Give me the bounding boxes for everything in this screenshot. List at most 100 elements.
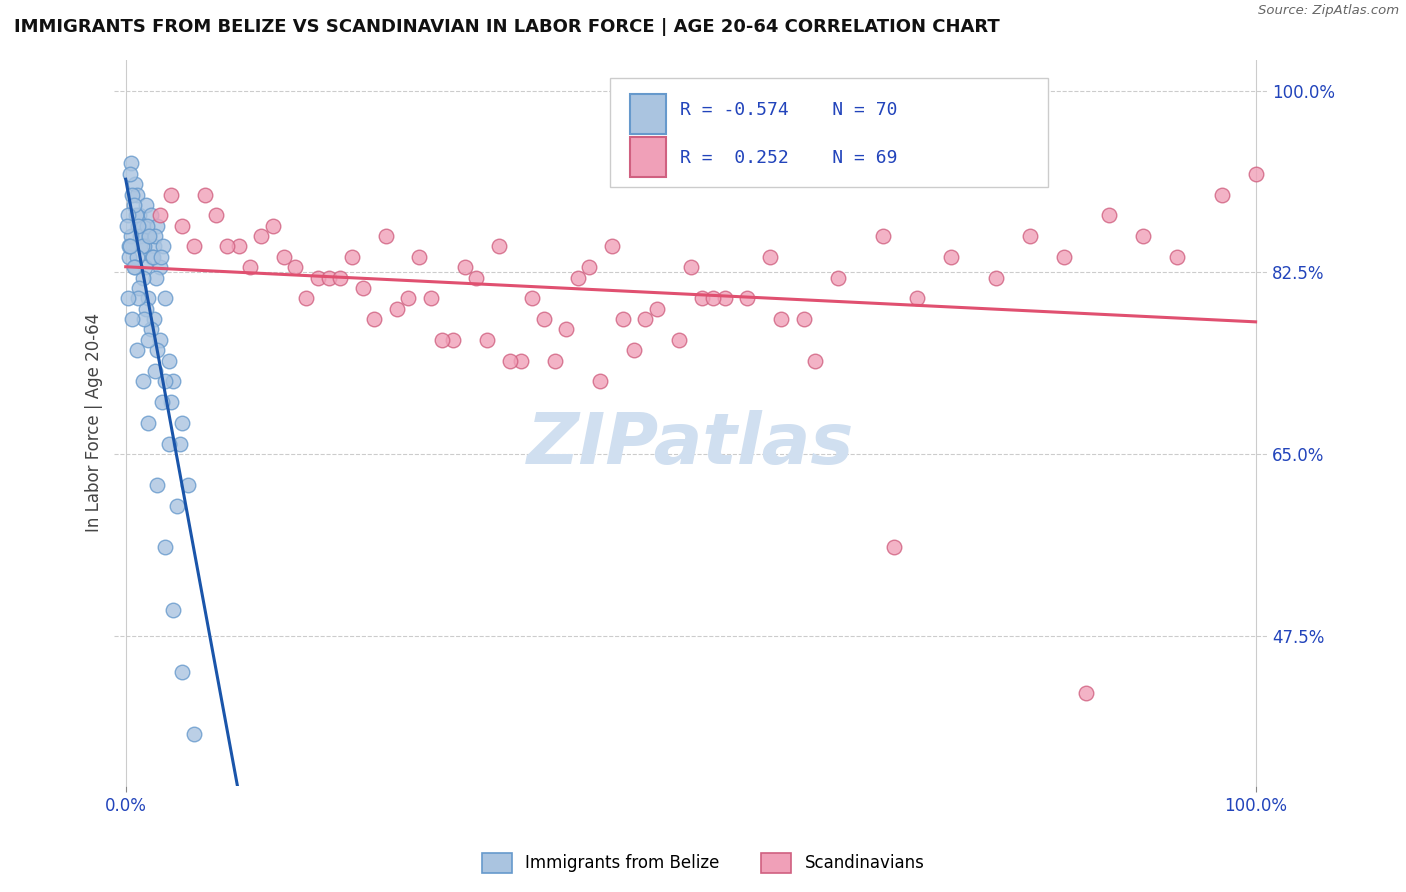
Point	[194, 187, 217, 202]
Point	[1132, 229, 1154, 244]
Point	[1211, 187, 1233, 202]
Point	[132, 312, 155, 326]
Point	[122, 198, 145, 212]
Point	[408, 250, 430, 264]
Point	[340, 250, 363, 264]
Point	[136, 219, 159, 233]
Point	[555, 322, 578, 336]
Point	[522, 291, 544, 305]
Point	[143, 229, 166, 244]
Point	[155, 291, 177, 305]
Point	[146, 343, 169, 358]
Point	[600, 239, 623, 253]
Point	[157, 353, 180, 368]
Point	[162, 603, 184, 617]
Point	[155, 375, 177, 389]
Point	[125, 187, 148, 202]
Point	[488, 239, 510, 253]
Text: R = -0.574    N = 70: R = -0.574 N = 70	[681, 102, 898, 120]
Point	[135, 198, 157, 212]
Point	[183, 727, 205, 741]
Point	[162, 375, 184, 389]
Point	[143, 312, 166, 326]
Point	[118, 250, 141, 264]
Point	[131, 239, 153, 253]
Point	[827, 270, 849, 285]
Point	[149, 208, 172, 222]
Point	[172, 665, 194, 679]
Point	[295, 291, 318, 305]
Point	[217, 239, 239, 253]
Point	[136, 229, 159, 244]
Point	[169, 436, 191, 450]
Point	[352, 281, 374, 295]
Point	[128, 208, 150, 222]
Point	[157, 436, 180, 450]
Point	[318, 270, 340, 285]
Point	[134, 260, 156, 275]
Point	[136, 416, 159, 430]
Point	[453, 260, 475, 275]
Point	[419, 291, 441, 305]
Point	[1098, 208, 1121, 222]
Point	[136, 333, 159, 347]
Point	[804, 353, 827, 368]
Point	[205, 208, 228, 222]
Point	[589, 375, 612, 389]
Point	[139, 322, 162, 336]
Point	[121, 187, 143, 202]
Point	[146, 478, 169, 492]
Point	[273, 250, 295, 264]
Point	[374, 229, 396, 244]
Point	[307, 270, 329, 285]
Point	[127, 219, 149, 233]
Point	[250, 229, 273, 244]
Point	[984, 270, 1007, 285]
Point	[262, 219, 284, 233]
Point	[905, 291, 928, 305]
Point	[125, 250, 148, 264]
Point	[430, 333, 453, 347]
Point	[143, 239, 166, 253]
Point	[510, 353, 533, 368]
Point	[612, 312, 634, 326]
Text: ZIPatlas: ZIPatlas	[527, 410, 855, 479]
Point	[228, 239, 250, 253]
Point	[131, 219, 153, 233]
Point	[465, 270, 488, 285]
Point	[166, 499, 188, 513]
Point	[702, 291, 724, 305]
Point	[120, 239, 142, 253]
Point	[578, 260, 600, 275]
Point	[239, 260, 262, 275]
Point	[117, 291, 139, 305]
Point	[135, 301, 157, 316]
Point	[117, 208, 139, 222]
Point	[1074, 686, 1097, 700]
Point	[385, 301, 408, 316]
Text: R =  0.252    N = 69: R = 0.252 N = 69	[681, 149, 898, 167]
Point	[141, 250, 163, 264]
Point	[172, 416, 194, 430]
Point	[149, 250, 172, 264]
Point	[118, 239, 141, 253]
Point	[177, 478, 200, 492]
Point	[122, 260, 145, 275]
Point	[939, 250, 962, 264]
Point	[155, 541, 177, 555]
Point	[363, 312, 385, 326]
Point	[1018, 229, 1040, 244]
Point	[567, 270, 589, 285]
Legend: Immigrants from Belize, Scandinavians: Immigrants from Belize, Scandinavians	[475, 847, 931, 880]
Point	[136, 291, 159, 305]
Point	[131, 375, 153, 389]
Point	[1244, 167, 1267, 181]
Point	[152, 239, 174, 253]
Point	[872, 229, 894, 244]
Y-axis label: In Labor Force | Age 20-64: In Labor Force | Age 20-64	[86, 313, 103, 533]
Point	[125, 343, 148, 358]
FancyBboxPatch shape	[610, 78, 1047, 186]
Point	[770, 312, 793, 326]
Point	[634, 312, 657, 326]
Point	[477, 333, 499, 347]
